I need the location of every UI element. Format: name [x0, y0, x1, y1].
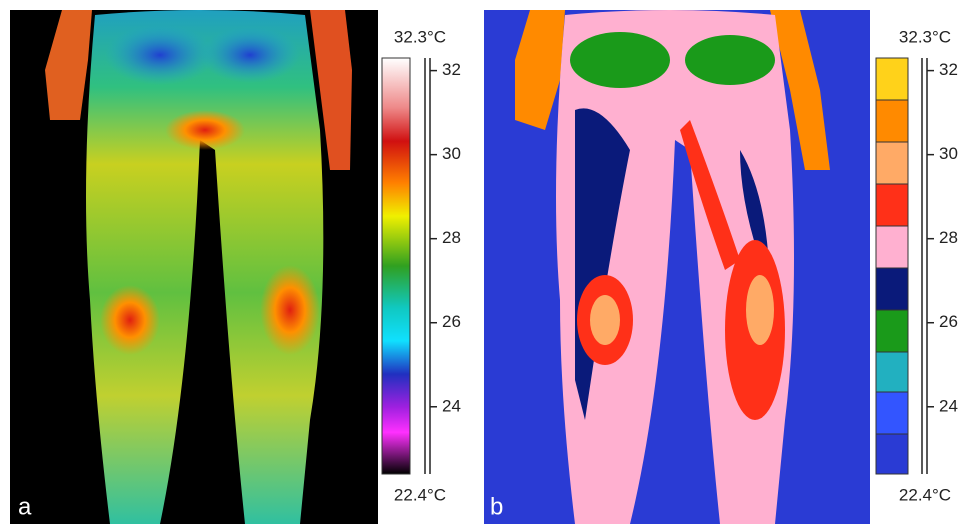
tick-label: 28 — [939, 228, 958, 247]
cool-area — [105, 25, 215, 85]
scale-min: 22.4°C — [899, 485, 951, 504]
scale-min: 22.4°C — [394, 485, 446, 504]
figure: a 32.3°C 22.4°C 32 30 28 26 24 b 32.3°C 22.4°C 32 30… — [0, 0, 979, 524]
tick-label: 30 — [442, 144, 461, 163]
scale-max: 32.3°C — [899, 27, 951, 46]
scale-max: 32.3°C — [394, 27, 446, 46]
tick-label: 24 — [442, 396, 461, 415]
cool-area — [570, 32, 670, 88]
hot-area — [165, 110, 245, 150]
tick-label: 26 — [442, 312, 461, 331]
cool-area — [200, 27, 300, 83]
tick-label: 32 — [442, 60, 461, 79]
tick-label: 24 — [939, 396, 958, 415]
hot-area — [260, 265, 320, 355]
tick-label: 28 — [442, 228, 461, 247]
panel-label: a — [18, 493, 32, 520]
cool-area — [685, 35, 775, 85]
color-bar — [876, 58, 908, 474]
hot-area — [746, 275, 774, 345]
tick-label: 32 — [939, 60, 958, 79]
tick-label: 30 — [939, 144, 958, 163]
color-bar — [382, 58, 410, 474]
panel-label: b — [490, 493, 503, 520]
hot-area — [100, 285, 160, 355]
hot-area — [590, 295, 620, 345]
tick-label: 26 — [939, 312, 958, 331]
